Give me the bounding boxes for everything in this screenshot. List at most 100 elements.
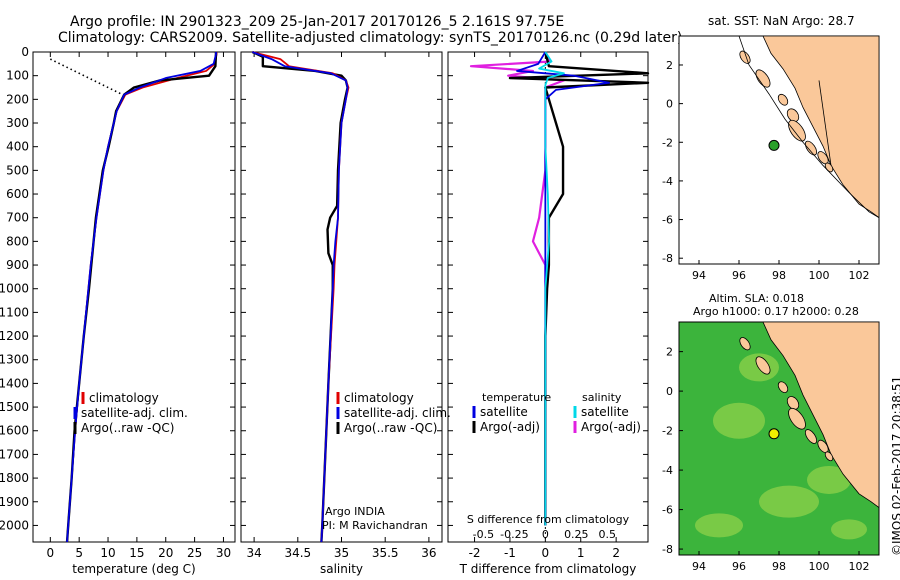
map-x-tick-label: 100: [809, 269, 830, 282]
map-y-tick-label: 2: [666, 59, 673, 72]
legend-label: Argo(-adj): [581, 420, 641, 434]
y-tick-label: 1700: [0, 447, 29, 461]
temperature-satellite-line: [66, 52, 217, 543]
y-tick-label: 300: [6, 116, 29, 130]
legend-label: satellite: [480, 405, 528, 419]
map-y-tick-label: -8: [662, 543, 673, 556]
x-tick-label: 20: [158, 546, 173, 560]
y-tick-label: 800: [6, 234, 29, 248]
y-tick-label: 2000: [0, 518, 29, 532]
difference-from-climatology-frame: [447, 51, 649, 543]
salinity-annotation-1: Argo INDIA: [325, 505, 385, 518]
y-tick-label: 1400: [0, 376, 29, 390]
sst-argo-position-marker: [768, 139, 780, 151]
diff-temperature-argo-line: [508, 51, 650, 526]
salinity-climatology-line: [252, 51, 350, 543]
sla-island: [804, 429, 818, 444]
x-axis-label: T difference from climatology: [459, 562, 637, 576]
x-tick-label: 0: [46, 546, 54, 560]
map-y-tick-label: -2: [662, 136, 673, 149]
legend-label: climatology: [344, 391, 414, 405]
sla-island: [739, 337, 751, 351]
legend-label: satellite-adj. clim.: [344, 406, 451, 420]
map-y-tick-label: -6: [662, 214, 673, 227]
sst-fault-line: [818, 80, 832, 166]
y-tick-label: 900: [6, 258, 29, 272]
x-axis-label: salinity: [320, 562, 363, 576]
y-tick-label: 400: [6, 140, 29, 154]
temperature-argo-line: [65, 52, 218, 543]
y-tick-label: 1600: [0, 424, 29, 438]
sst-island: [786, 108, 800, 123]
sla-map-title-1: Altim. SLA: 0.018: [709, 292, 805, 305]
y-tick-label: 700: [6, 211, 29, 225]
header-line-2: Climatology: CARS2009. Satellite-adjuste…: [58, 30, 683, 46]
x-tick-label: 35.5: [372, 546, 399, 560]
x-tick-label: -2: [469, 546, 481, 560]
diff-salinity-satellite-line: [538, 51, 565, 526]
sla-sumatra-land: [762, 321, 880, 509]
y-tick-label: 1300: [0, 353, 29, 367]
legend-label: Argo(-adj): [480, 420, 540, 434]
legend-label: climatology: [89, 391, 159, 405]
salinity-satellite-line: [252, 51, 349, 543]
map-y-tick-label: -2: [662, 425, 673, 438]
salinity-annotation-2: PI: M Ravichandran: [322, 519, 428, 532]
map-y-tick-label: 2: [666, 346, 673, 359]
sla-island: [755, 356, 771, 375]
y-tick-label: 200: [6, 92, 29, 106]
x-tick-label: 5: [75, 546, 83, 560]
sst-island: [755, 69, 771, 88]
x-tick-label: 34: [246, 546, 261, 560]
legend-label: satellite: [581, 405, 629, 419]
top-axis-tick-label: 0.5: [599, 528, 617, 541]
x-tick-label: 1: [577, 546, 585, 560]
sst-contour-line: [738, 35, 880, 218]
map-x-tick-label: 94: [692, 560, 706, 573]
map-y-tick-label: -4: [662, 464, 673, 477]
x-tick-label: 15: [129, 546, 144, 560]
y-tick-label: 1100: [0, 305, 29, 319]
top-axis-tick-label: -0.25: [500, 528, 528, 541]
map-x-tick-label: 98: [772, 560, 786, 573]
sla-anomaly-blotch: [759, 485, 819, 518]
y-tick-label: 100: [6, 69, 29, 83]
map-x-tick-label: 94: [692, 269, 706, 282]
legend-label: satellite-adj. clim.: [81, 406, 188, 420]
map-x-tick-label: 96: [732, 560, 746, 573]
sla-island: [786, 396, 800, 410]
y-tick-label: 1200: [0, 329, 29, 343]
map-x-tick-label: 96: [732, 269, 746, 282]
top-axis-tick-label: -0.5: [473, 528, 494, 541]
top-axis-tick-label: 0.25: [564, 528, 589, 541]
y-tick-label: 1000: [0, 282, 29, 296]
sla-island: [824, 451, 834, 462]
y-tick-label: 1800: [0, 471, 29, 485]
x-tick-label: 30: [216, 546, 231, 560]
y-tick-label: 1900: [0, 495, 29, 509]
y-tick-label: 1500: [0, 400, 29, 414]
map-x-tick-label: 100: [809, 560, 830, 573]
map-x-tick-label: 102: [849, 269, 870, 282]
x-tick-label: 36: [421, 546, 436, 560]
y-tick-label: 0: [21, 45, 29, 59]
sla-island: [788, 407, 806, 430]
x-tick-label: 34.5: [284, 546, 311, 560]
map-y-tick-label: 0: [666, 385, 673, 398]
x-tick-label: 0: [542, 546, 550, 560]
sla-anomaly-blotch: [807, 465, 851, 494]
x-tick-label: 10: [100, 546, 115, 560]
diff-temperature-satellite-line: [516, 51, 610, 526]
legend-salinity-heading: salinity: [582, 391, 622, 404]
legend-label: Argo(..raw -QC): [344, 421, 437, 435]
sla-island: [777, 381, 789, 393]
sla-anomaly-blotch: [831, 519, 867, 540]
sla-anomaly-blotch: [695, 513, 743, 538]
sla-anomaly-blotch: [713, 402, 765, 439]
x-tick-label: 2: [612, 546, 620, 560]
sla-argo-position-marker: [768, 428, 780, 440]
map-x-tick-label: 98: [772, 269, 786, 282]
map-y-tick-label: 0: [666, 98, 673, 111]
x-tick-label: 25: [187, 546, 202, 560]
